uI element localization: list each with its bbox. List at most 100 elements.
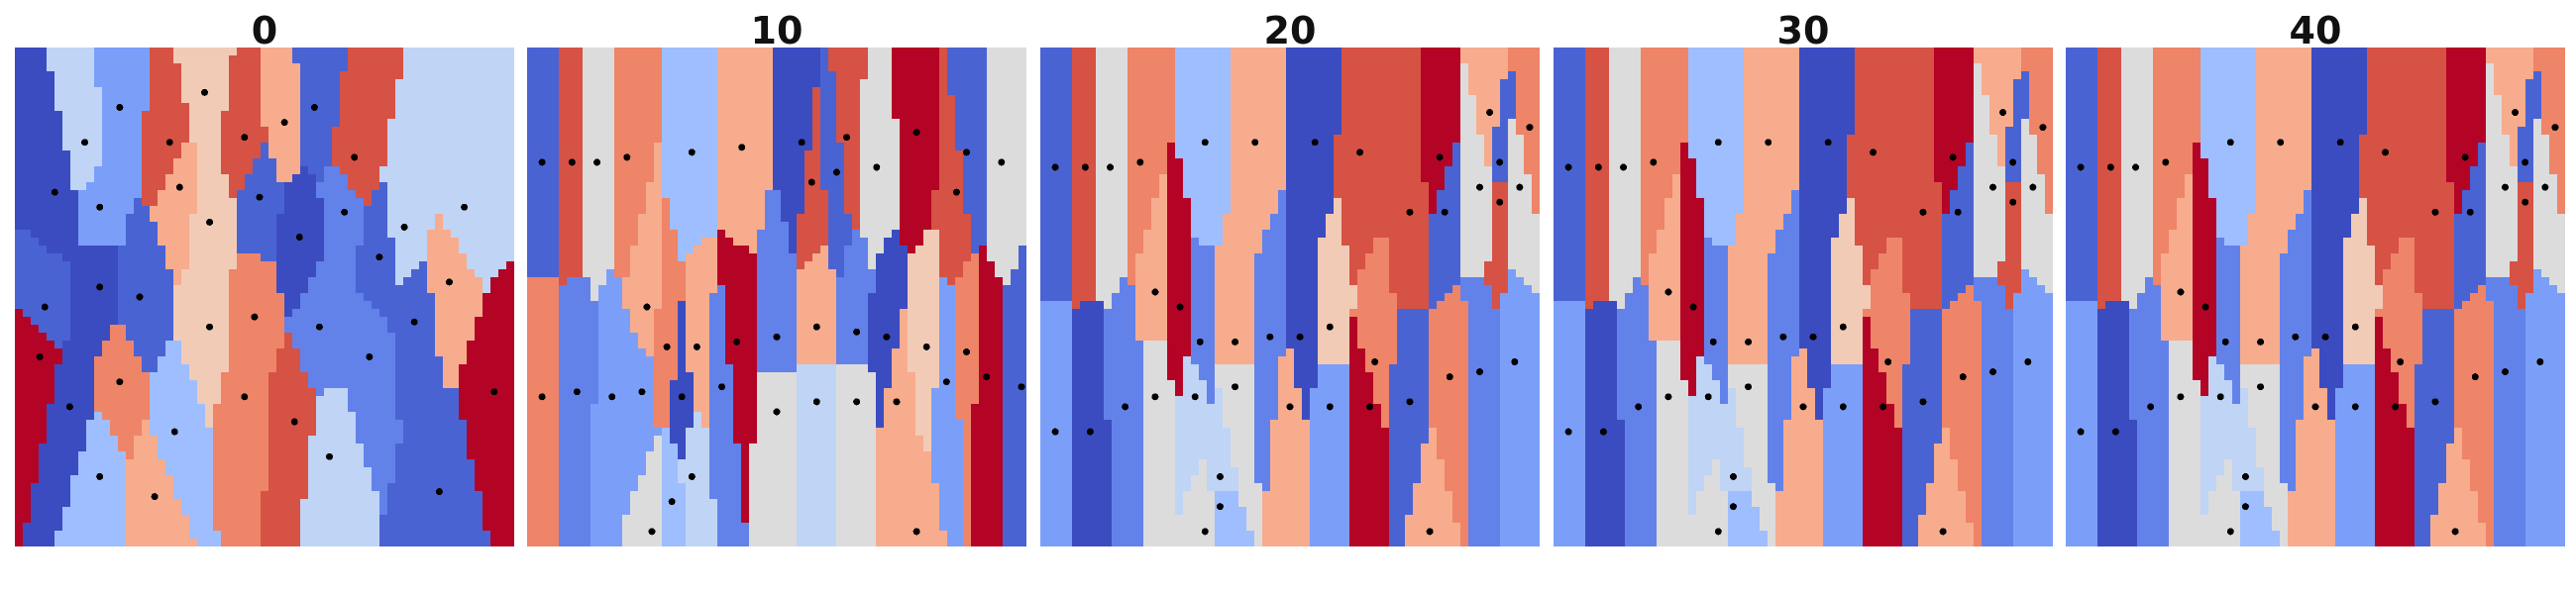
seed-point [643,303,651,311]
seed-point [1436,153,1444,161]
voronoi-svg [1554,48,2053,546]
seed-point [1406,398,1414,406]
seed-point [1620,163,1628,171]
seed-point [2536,358,2544,366]
seed-point [1326,323,1334,331]
seed-point [1201,528,1209,536]
seed-point [1311,139,1319,147]
seed-point [1511,358,1519,366]
seed-point [170,428,178,436]
seed-point [2241,503,2249,511]
seed-point [538,393,546,401]
seed-point [2522,158,2529,166]
seed-point [1954,208,1962,216]
seed-point [1745,383,1753,391]
seed-point [1870,148,1878,156]
seed-point [1989,183,1997,191]
seed-point [36,352,44,360]
seed-point [2039,124,2047,132]
seed-point [1714,528,1722,536]
seed-point [445,278,453,286]
seed-point [832,168,840,176]
seed-point [2397,358,2405,366]
seed-point [326,452,334,460]
seed-point [1496,198,1504,206]
seed-point [2502,183,2510,191]
seed-point [1136,158,1144,166]
seed-point [1286,403,1294,411]
seed-point [2029,183,2037,191]
seed-point [1714,139,1722,147]
seed-point [773,333,781,341]
seed-point [1371,358,1379,366]
seed-point [1799,403,1807,411]
seed-point [1018,383,1025,391]
seed-point [1884,358,1892,366]
voronoi-plot [2066,48,2565,546]
seed-point [1201,139,1209,147]
seed-point [688,148,696,156]
seed-point [2277,139,2285,147]
seed-point [1824,139,1832,147]
seed-point [96,283,104,291]
seed-point [2392,403,2400,411]
seed-point [1486,109,1494,117]
seed-point [2471,373,2479,381]
seed-point [853,328,861,336]
seed-point [1251,139,1259,147]
seed-point [963,148,971,156]
seed-point [1366,403,1374,411]
seed-point [593,158,601,166]
seed-point [41,303,49,311]
seed-point [1839,403,1847,411]
voronoi-cells [1040,48,1540,546]
seed-point [798,139,805,147]
panel-step-0: 0 [15,0,514,594]
seed-point [1191,393,1199,401]
seed-point [2241,472,2249,480]
seed-point [201,88,209,96]
seed-point [2431,398,2439,406]
seed-point [1729,503,1737,511]
seed-point [1232,338,1239,346]
voronoi-plot [1554,48,2053,546]
seed-point [1919,208,1927,216]
voronoi-svg [527,48,1026,546]
seed-point [461,203,469,211]
seed-point [1086,428,1094,436]
seed-point [1959,373,1967,381]
seed-point [1356,148,1364,156]
seed-point [2162,158,2170,166]
seed-points [1051,109,1534,536]
seed-point [400,223,408,231]
seed-point [1176,303,1184,311]
seed-point [1949,153,1957,161]
seed-point [2024,358,2032,366]
seed-point [280,119,288,127]
seed-point [315,323,323,331]
seed-point [1441,208,1449,216]
seed-point [1650,158,1658,166]
seed-point [1704,393,1712,401]
seed-point [983,373,991,381]
seed-point [2257,383,2265,391]
voronoi-plot [1040,48,1540,546]
seed-point [2292,333,2300,341]
seed-point [688,472,696,480]
seed-point [812,323,820,331]
seed-points [538,129,1025,536]
seed-point [2177,288,2185,296]
seed-point [648,528,656,536]
seed-point [2177,393,2185,401]
seed-point [1216,503,1224,511]
voronoi-svg [15,48,514,546]
seed-point [96,203,104,211]
voronoi-plot [527,48,1026,546]
seed-point [1919,398,1927,406]
seed-points [2077,109,2559,536]
seed-point [241,134,249,142]
seed-point [1476,368,1484,376]
seed-point [2221,338,2229,346]
seed-point [812,398,820,406]
seed-point [873,163,881,171]
